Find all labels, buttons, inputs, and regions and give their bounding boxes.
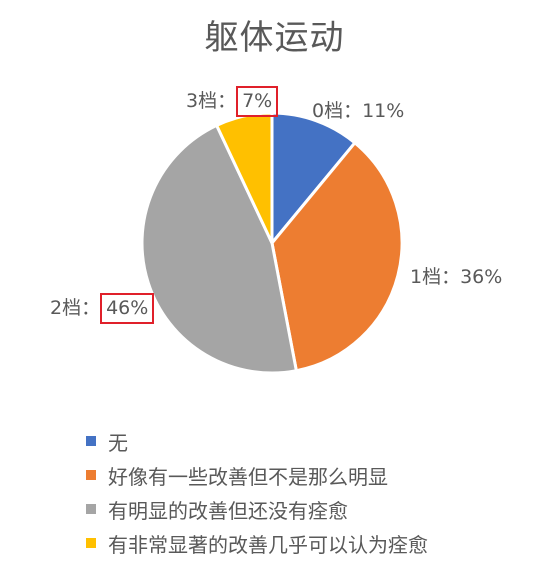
data-label-slice-1: 1档：36% xyxy=(410,262,502,289)
legend-label: 有非常显著的改善几乎可以认为痊愈 xyxy=(108,532,428,557)
legend-swatch-orange xyxy=(86,470,96,480)
pie-slice-0 xyxy=(270,111,357,245)
data-label-slice-3: 3档： 7% xyxy=(186,86,279,117)
highlight-box: 7% xyxy=(236,86,279,117)
legend: 无 好像有一些改善但不是那么明显 有明显的改善但还没有痊愈 有非常显著的改善几乎… xyxy=(86,424,536,560)
data-label-value: 7% xyxy=(242,90,273,112)
data-label-category: 3档： xyxy=(186,90,237,112)
legend-swatch-blue xyxy=(86,436,96,446)
legend-label: 无 xyxy=(108,430,128,455)
pie-slice-2 xyxy=(140,123,298,375)
chart-title: 躯体运动 xyxy=(204,18,345,58)
pie-chart xyxy=(140,111,404,375)
legend-swatch-yellow xyxy=(86,538,96,548)
highlight-box: 46% xyxy=(100,293,155,324)
data-label-slice-2: 2档： 46% xyxy=(50,293,155,324)
legend-item: 好像有一些改善但不是那么明显 xyxy=(86,458,536,492)
data-label-category: 2档： xyxy=(50,297,101,319)
legend-label: 好像有一些改善但不是那么明显 xyxy=(108,464,388,489)
legend-item: 无 xyxy=(86,424,536,458)
legend-item: 有非常显著的改善几乎可以认为痊愈 xyxy=(86,526,536,560)
legend-label: 有明显的改善但还没有痊愈 xyxy=(108,498,348,523)
pie-slice-1 xyxy=(270,141,404,373)
data-label-value: 46% xyxy=(106,297,149,319)
data-label-value: 11% xyxy=(362,100,405,122)
data-label-slice-0: 0档：11% xyxy=(312,96,404,123)
data-label-category: 0档： xyxy=(312,100,363,122)
data-label-value: 36% xyxy=(460,266,503,288)
legend-swatch-gray xyxy=(86,504,96,514)
legend-item: 有明显的改善但还没有痊愈 xyxy=(86,492,536,526)
data-label-category: 1档： xyxy=(410,266,461,288)
